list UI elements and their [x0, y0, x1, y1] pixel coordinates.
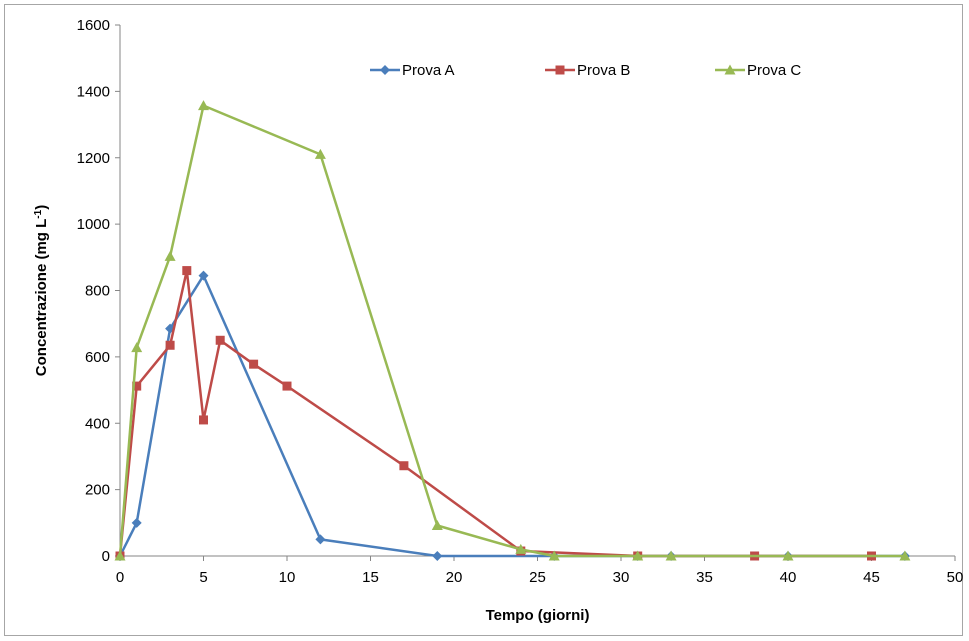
y-tick-label: 400 — [85, 415, 110, 432]
series-line-prova-c — [118, 104, 905, 558]
data-point-prova-c — [515, 543, 527, 554]
chart-area — [4, 4, 963, 636]
legend: Prova A Prova B Prova C — [370, 62, 801, 79]
x-tick-label: 35 — [696, 569, 713, 586]
legend-item-prova-b: Prova B — [545, 62, 630, 79]
data-point-prova-c — [431, 519, 443, 530]
series-line-prova-b — [118, 269, 872, 558]
x-tick-label: 15 — [362, 569, 379, 586]
x-tick-label: 30 — [613, 569, 630, 586]
x-tick-label: 20 — [446, 569, 463, 586]
x-tick-label: 5 — [199, 569, 207, 586]
data-point-prova-b — [282, 381, 292, 391]
series-prova-a — [115, 270, 910, 561]
series-line-prova-a — [118, 274, 905, 558]
data-point-prova-a — [432, 551, 443, 561]
data-point-prova-b — [199, 415, 208, 425]
data-point-prova-c — [548, 550, 560, 561]
data-point-prova-b — [215, 335, 225, 345]
data-point-prova-c — [314, 148, 326, 159]
x-axis-title: Tempo (giorni) — [486, 607, 590, 624]
x-tick-label: 40 — [780, 569, 797, 586]
data-point-prova-b — [165, 340, 175, 350]
x-tick-label: 0 — [116, 569, 124, 586]
data-point-prova-b — [132, 381, 142, 391]
x-tick-label: 10 — [279, 569, 296, 586]
data-point-prova-c — [665, 550, 677, 561]
legend-item-prova-a: Prova A — [370, 62, 455, 79]
y-tick-label: 200 — [85, 482, 110, 499]
data-point-prova-c — [782, 550, 794, 561]
y-tick-label: 0 — [102, 548, 110, 565]
legend-marker — [724, 64, 736, 75]
data-point-prova-b — [182, 266, 192, 276]
y-tick-label: 1400 — [77, 83, 110, 100]
data-point-prova-c — [198, 100, 209, 111]
data-point-prova-c — [164, 250, 176, 261]
x-tick-label: 25 — [529, 569, 546, 586]
y-axis-title: Concentrazione (mg L-1) — [33, 205, 51, 376]
y-tick-label: 800 — [85, 283, 110, 300]
legend-item-prova-c: Prova C — [715, 62, 801, 79]
data-point-prova-c — [114, 550, 126, 561]
y-tick-label: 600 — [85, 349, 110, 366]
data-point-prova-c — [899, 550, 911, 561]
series-prova-c — [114, 100, 911, 561]
data-point-prova-b — [249, 359, 259, 369]
legend-label: Prova C — [747, 62, 801, 79]
data-point-prova-a — [131, 517, 142, 528]
legend-marker — [380, 65, 390, 75]
y-tick-label: 1000 — [77, 216, 110, 233]
x-tick-label: 45 — [863, 569, 880, 586]
data-point-prova-c — [632, 550, 644, 561]
legend-label: Prova B — [577, 62, 630, 79]
legend-label: Prova A — [402, 62, 455, 79]
series-layer — [114, 100, 911, 561]
data-point-prova-a — [315, 534, 326, 545]
data-point-prova-b — [399, 461, 409, 471]
x-tick-label: 50 — [947, 569, 964, 586]
data-point-prova-c — [131, 342, 143, 353]
y-tick-label: 1600 — [77, 17, 110, 34]
data-point-prova-a — [198, 270, 209, 281]
y-tick-label: 1200 — [77, 150, 110, 167]
legend-marker — [555, 65, 565, 75]
axes: 0 200 400 600 800 1000 1200 1400 1600 0 5 10 15 20 25 3… — [77, 17, 964, 586]
series-prova-b — [115, 266, 876, 561]
